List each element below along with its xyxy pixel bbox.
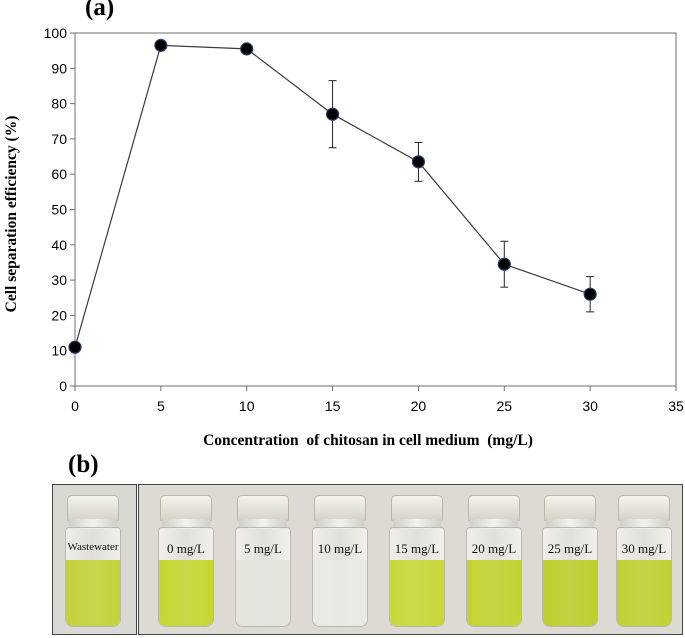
vial: Wastewater [64,495,122,630]
plot-frame [74,32,677,387]
x-tick-label: 5 [157,398,165,414]
vial-liquid [467,560,521,626]
data-point [240,42,254,56]
vial-label: 15 mg/L [394,541,440,556]
panel-a-label: (a) [85,0,115,21]
vial-neck [316,519,364,529]
vial-cap [544,495,596,521]
data-point [411,155,426,169]
vial-liquid [313,560,367,626]
x-tick-label: 20 [411,398,427,414]
x-tick-label: 35 [668,398,684,414]
vial: 20 mg/L [465,495,523,630]
vial-neck [620,519,668,529]
vial-glass [65,527,121,627]
vial-cap [391,495,443,521]
vial: 25 mg/L [541,495,599,630]
vial-cap [160,495,212,521]
y-tick-label: 10 [51,343,67,359]
vial: 0 mg/L [157,495,215,630]
vial-liquid [390,560,444,626]
vial-glass [312,527,368,627]
panel-b-label: (b) [68,451,99,478]
vial-liquid [66,560,120,626]
y-tick-label: 20 [51,307,67,323]
line-chart: 0 10 20 30 40 50 60 70 80 90 100 0 5 10 15 20 25 30 35 Co… [3,25,684,449]
y-tick-label: 40 [51,237,67,253]
vial-label: Wastewater [67,541,119,553]
vial-neck [239,519,287,529]
vial-glass [616,527,672,627]
vial: 10 mg/L [311,495,369,630]
vial-glass [389,527,445,627]
y-tick-label: 100 [44,25,68,41]
vial-neck [69,519,117,529]
vial-cap [237,495,289,521]
vial-neck [393,519,441,529]
vial-liquid [236,560,290,626]
vial-glass [235,527,291,627]
data-point [497,257,511,271]
vial-cap [468,495,520,521]
vial-label: 30 mg/L [621,541,667,556]
vial-liquid [617,560,671,626]
x-tick-label: 30 [582,398,598,414]
vial-liquid [159,560,213,626]
vial-glass [466,527,522,627]
y-tick-label: 0 [59,378,67,394]
wastewater-photo: Wastewater [52,484,137,635]
vial-neck [470,519,518,529]
y-tick-label: 70 [51,131,67,147]
y-tick-label: 90 [51,60,67,76]
chitosan-dose-photo: 0 mg/L 5 mg/L 10 mg/L 15 mg/L 20 mg/L 25 mg/L… [138,484,683,635]
vial: 15 mg/L [388,495,446,630]
vial-label: 20 mg/L [471,541,517,556]
vial: 5 mg/L [234,495,292,630]
data-point [154,38,168,52]
vial-label: 25 mg/L [547,541,593,556]
x-tick-label: 15 [325,398,341,414]
y-axis-label: Cell separation efficiency (%) [3,116,20,313]
plot-marks [68,32,677,387]
vial-cap [618,495,670,521]
y-tick-label: 50 [51,202,67,218]
y-tick-label: 80 [51,96,67,112]
vial-cap [67,495,119,521]
data-point [68,340,82,354]
x-tick-label: 0 [71,398,79,414]
y-axis-ticks: 0 10 20 30 40 50 60 70 80 90 100 [44,25,75,394]
vial-label: 5 mg/L [244,541,282,556]
x-axis-label: Concentration of chitosan in cell medium… [203,432,533,449]
vial: 30 mg/L [615,495,673,630]
vial-label: 10 mg/L [317,541,363,556]
x-tick-label: 10 [239,398,255,414]
vial-cap [314,495,366,521]
x-tick-label: 25 [496,398,512,414]
y-tick-label: 60 [51,166,67,182]
x-axis-ticks: 0 5 10 15 20 25 30 35 [71,386,684,414]
vial-glass [158,527,214,627]
data-point [325,107,340,121]
vial-glass [542,527,598,627]
vial-neck [546,519,594,529]
y-tick-label: 30 [51,272,67,288]
vial-neck [162,519,210,529]
data-point [583,287,597,301]
vial-label: 0 mg/L [167,541,205,556]
vial-liquid [543,560,597,626]
